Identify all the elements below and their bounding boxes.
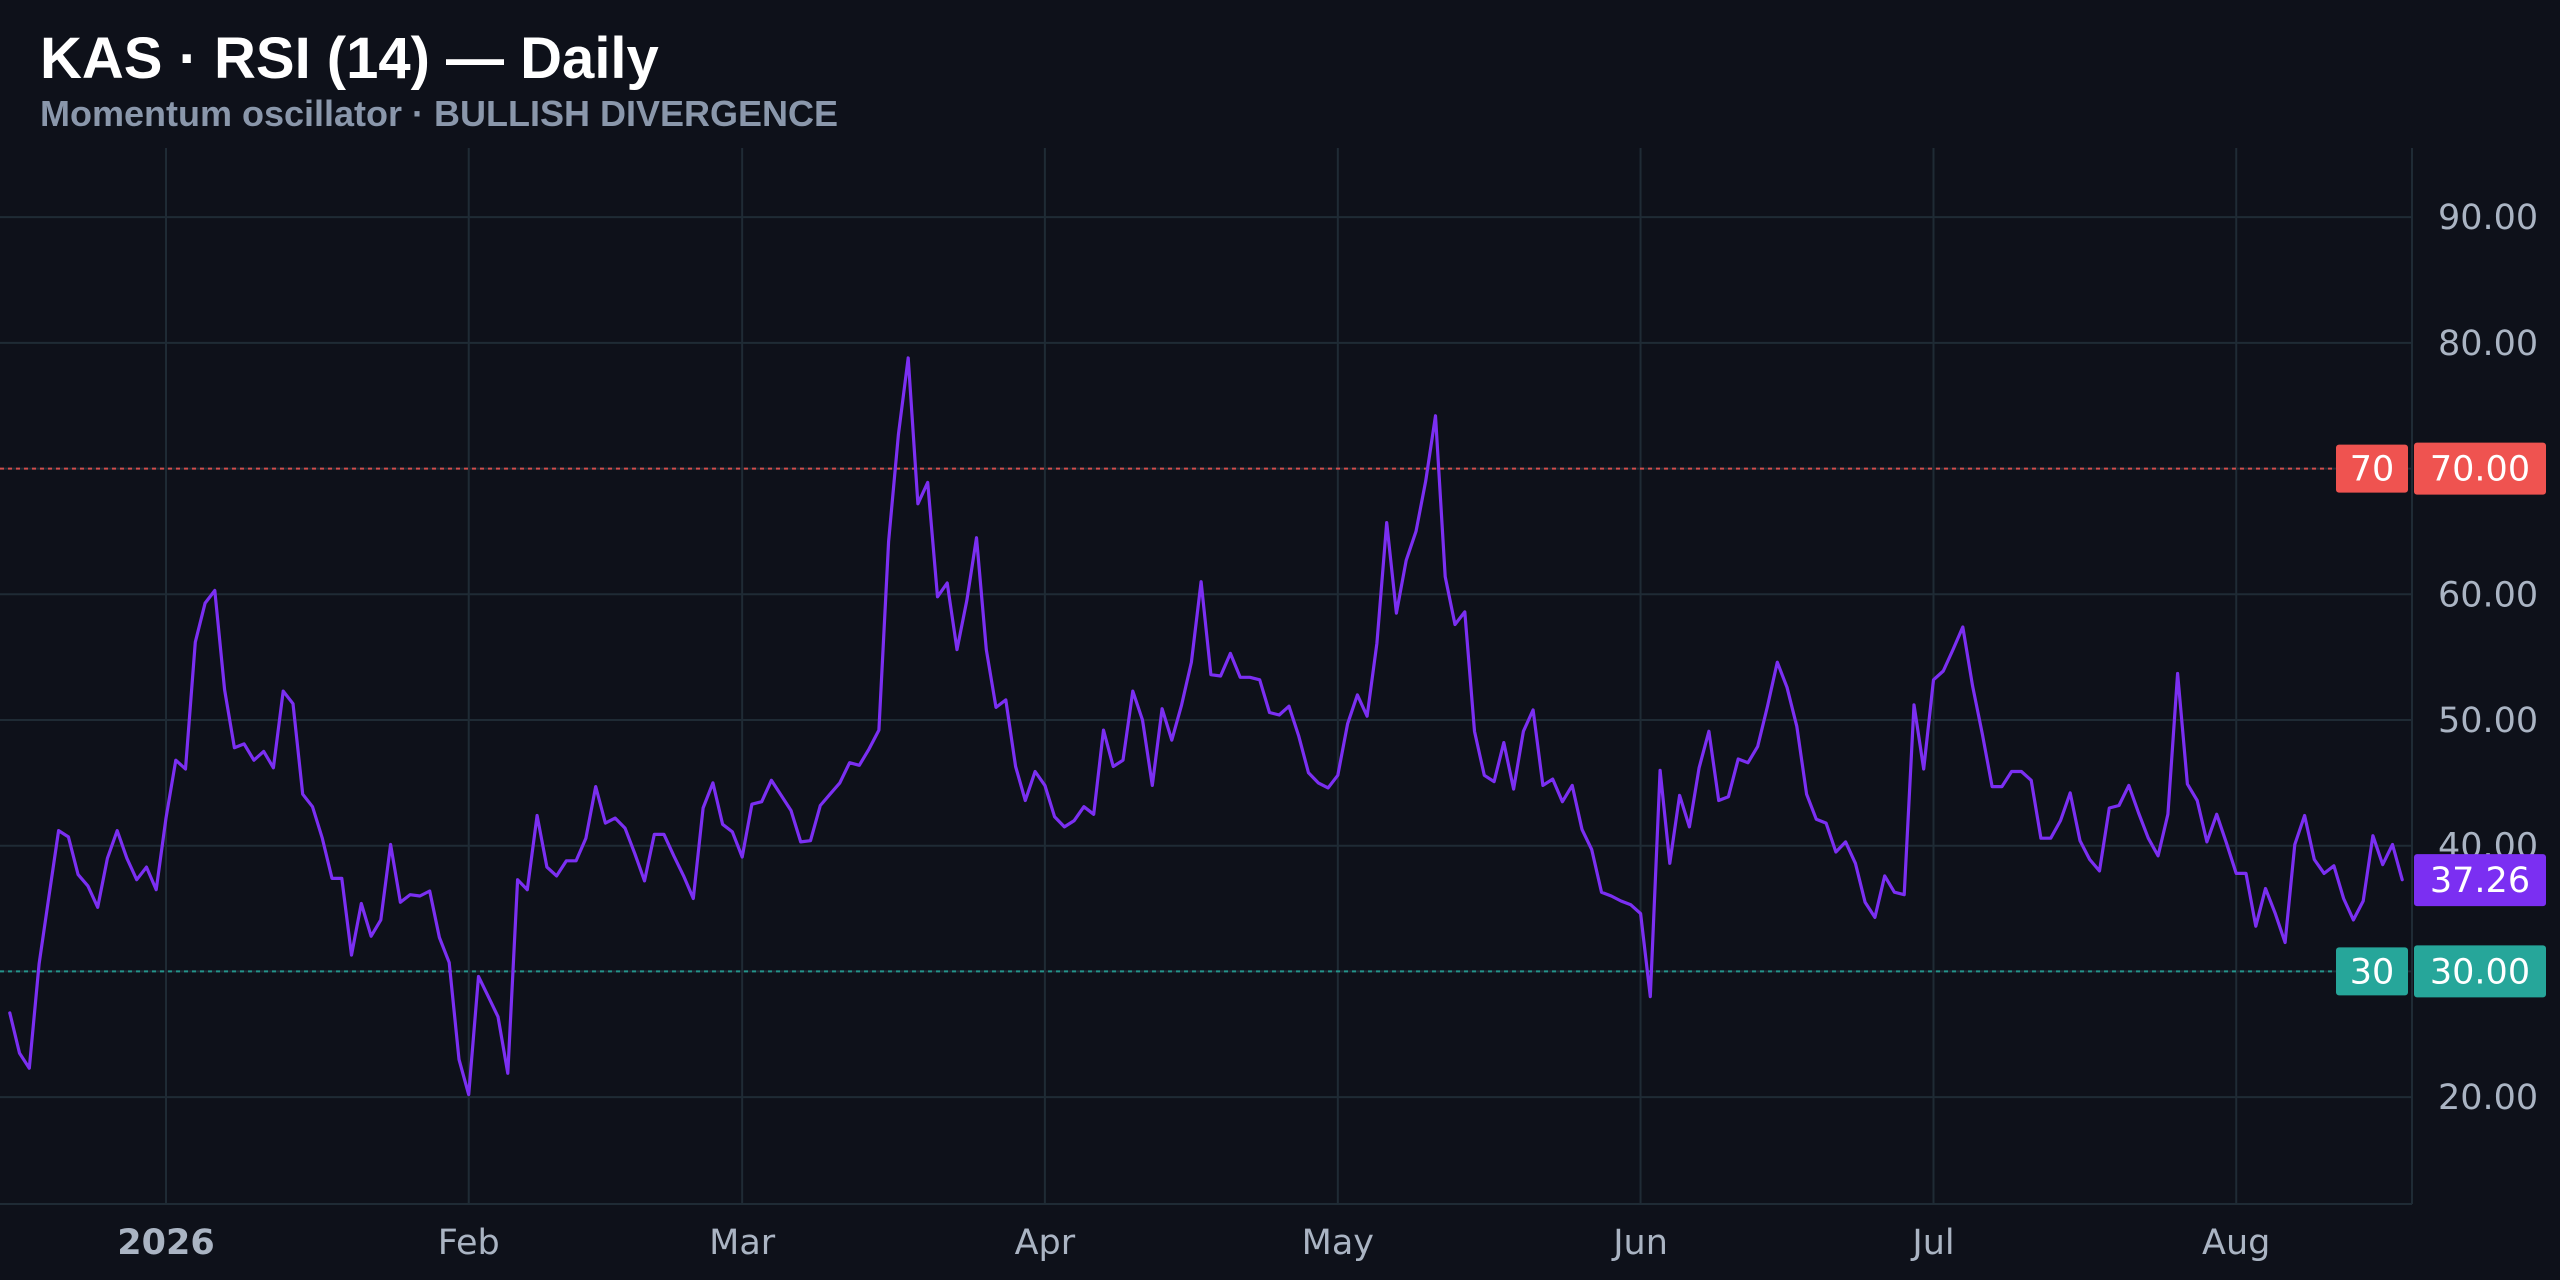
time-axis[interactable]: 2026 Feb Mar Apr May Jun Jul Aug [117, 1223, 2270, 1263]
level-lines [0, 467, 2334, 973]
time-tick-label: Mar [709, 1223, 776, 1263]
rsi-line [8, 356, 2404, 1097]
chart-title: KAS · RSI (14) — Daily [40, 26, 659, 91]
time-tick-label: Jun [1611, 1223, 1668, 1263]
level-price-badge-70 [2414, 442, 2546, 495]
level-badge-label: 70 [2350, 450, 2395, 490]
level-price-label: 70.00 [2430, 450, 2530, 490]
time-tick-label: Feb [438, 1223, 500, 1263]
series-layer [8, 356, 2404, 1097]
time-tick-label: Aug [2202, 1223, 2270, 1263]
level-price-badge-30 [2414, 945, 2546, 998]
axis-badges: 70 70.00 30 30.00 37.26 [2336, 442, 2546, 998]
time-tick-label: May [1302, 1223, 1374, 1263]
price-tick-label: 20.00 [2438, 1078, 2538, 1118]
level-badge-30 [2336, 947, 2408, 996]
price-tick-label: 90.00 [2438, 198, 2538, 238]
last-value-badge [2414, 854, 2546, 907]
time-tick-label: 2026 [117, 1223, 214, 1263]
last-value-label: 37.26 [2430, 861, 2530, 901]
time-tick-label: Apr [1015, 1223, 1076, 1263]
chart-subtitle: Momentum oscillator · BULLISH DIVERGENCE [40, 93, 838, 134]
price-tick-label: 50.00 [2438, 701, 2538, 741]
level-badge-70 [2336, 444, 2408, 493]
price-tick-label: 80.00 [2438, 324, 2538, 364]
price-tick-label: 60.00 [2438, 575, 2538, 615]
level-price-label: 30.00 [2430, 952, 2530, 992]
time-tick-label: Jul [1910, 1223, 1954, 1263]
level-badge-label: 30 [2350, 952, 2395, 992]
